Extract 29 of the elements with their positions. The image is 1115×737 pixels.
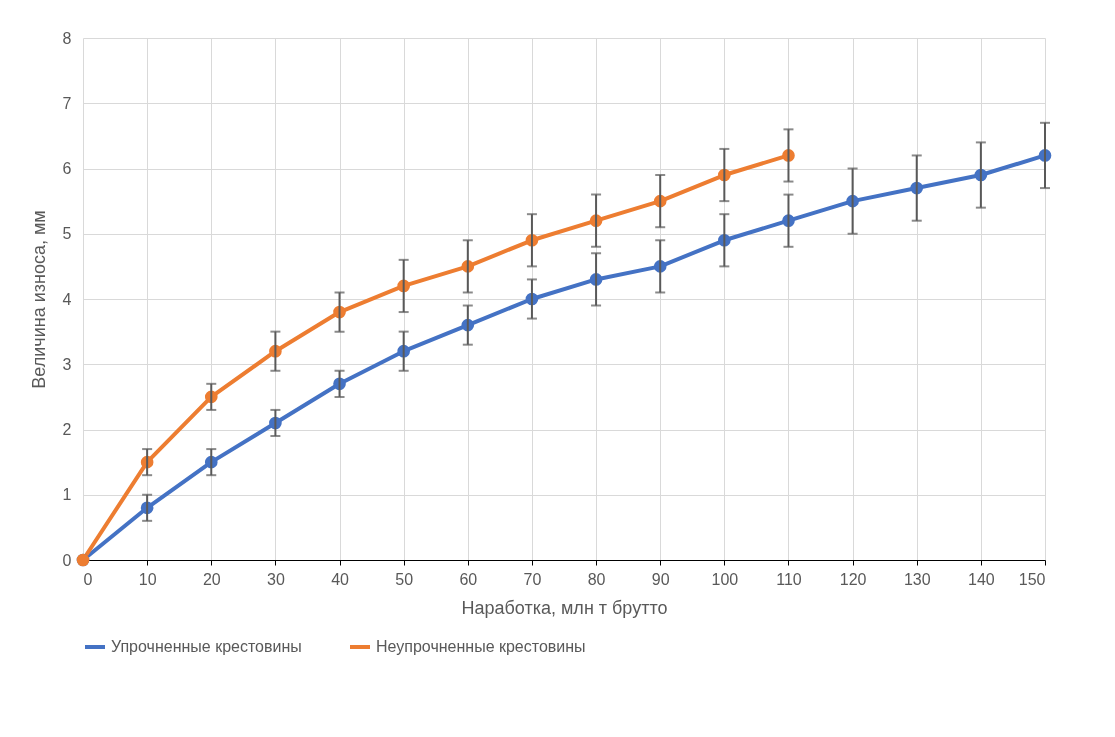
y-tick-label: 6: [62, 160, 72, 177]
x-tick-label: 60: [459, 570, 478, 588]
y-tick-label: 4: [62, 290, 72, 308]
y-tick-label: 5: [62, 225, 72, 243]
legend-label: Упрочненные крестовины: [111, 638, 302, 655]
y-tick-label: 3: [62, 355, 72, 373]
x-tick-label: 120: [839, 570, 867, 588]
x-tick-label: 70: [523, 570, 542, 588]
x-tick-label: 90: [651, 570, 670, 588]
x-tick-label: 130: [903, 570, 931, 588]
x-tick-label: 50: [395, 570, 414, 588]
x-axis-title: Наработка, млн т брутто: [461, 597, 668, 618]
y-axis-title: Величина износа, мм: [28, 210, 49, 389]
y-tick-label: 2: [62, 421, 72, 438]
x-tick-label: 100: [711, 570, 739, 588]
x-tick-label: 20: [202, 570, 221, 588]
y-tick-label: 8: [62, 29, 72, 47]
y-tick-label: 0: [62, 551, 72, 569]
x-tick-label: 40: [331, 570, 350, 588]
legend-label: Неупрочненные крестовины: [376, 638, 586, 655]
y-tick-label: 7: [62, 94, 72, 112]
x-tick-label: 10: [138, 570, 157, 588]
x-tick-label: 0: [83, 570, 93, 588]
x-tick-label: 140: [968, 570, 995, 588]
x-tick-label: 80: [587, 570, 606, 588]
x-tick-label: 110: [776, 570, 802, 588]
y-tick-label: 1: [62, 486, 72, 504]
x-tick-label: 30: [267, 570, 285, 588]
x-tick-label: 150: [1018, 570, 1046, 588]
